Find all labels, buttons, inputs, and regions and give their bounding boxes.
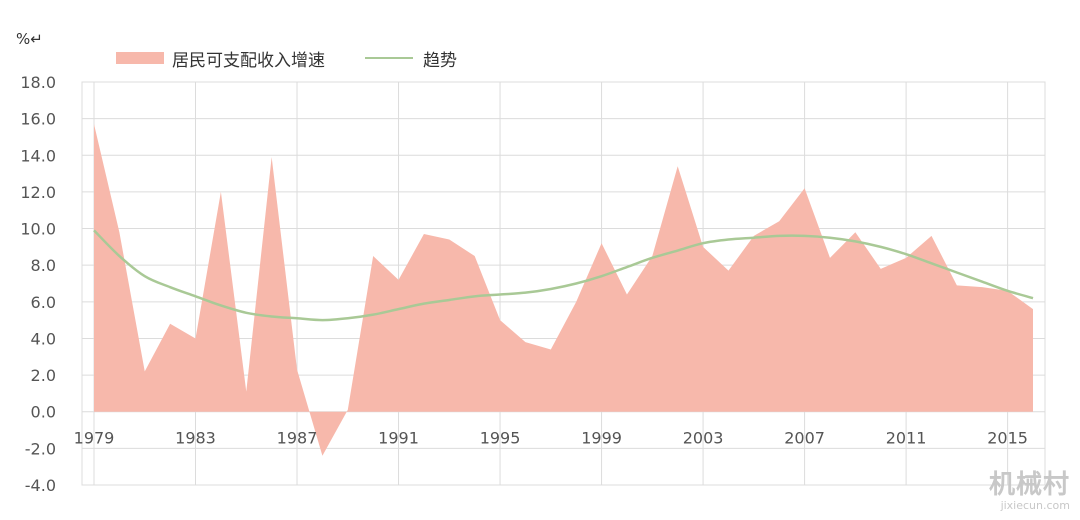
x-tick-label: 1983 xyxy=(175,429,216,448)
trend-line-series xyxy=(93,229,1034,322)
y-tick-label: 0.0 xyxy=(31,403,56,422)
y-tick-label: 16.0 xyxy=(20,110,56,129)
income-growth-area-series xyxy=(94,124,1033,456)
plot-frame xyxy=(81,81,1046,486)
legend-item-trend: 趋势 xyxy=(423,50,457,71)
income-growth-area xyxy=(94,124,1033,456)
x-tick-label: 2011 xyxy=(886,429,927,448)
x-tick-label: 1987 xyxy=(277,429,318,448)
legend-line-swatch xyxy=(365,57,413,59)
y-tick-label: 6.0 xyxy=(31,293,56,312)
x-tick-label: 1979 xyxy=(74,429,115,448)
y-tick-label: 12.0 xyxy=(20,183,56,202)
x-tick-label: 2003 xyxy=(683,429,724,448)
y-tick-label: 18.0 xyxy=(20,73,56,92)
legend-item-income-growth: 居民可支配收入增速 xyxy=(172,50,325,71)
y-tick-label: -4.0 xyxy=(25,476,56,495)
y-tick-label: 10.0 xyxy=(20,220,56,239)
watermark-logo-text: 机械村 xyxy=(988,470,1070,500)
x-tick-label: 1991 xyxy=(378,429,419,448)
y-axis-unit-label: %↵ xyxy=(16,30,43,48)
watermark: 机械村 jixiecun.com xyxy=(989,464,1070,512)
y-tick-label: 8.0 xyxy=(31,256,56,275)
y-axis-tick-labels: 18.0 16.0 14.0 12.0 10.0 8.0 6.0 4.0 2.0 0.0 -2.0 -… xyxy=(20,73,56,495)
x-axis-tick-labels: 1979 1983 1987 1991 1995 1999 2003 2007 2011 2015 xyxy=(74,429,1028,448)
legend: 居民可支配收入增速 趋势 xyxy=(116,46,457,71)
y-tick-label: -2.0 xyxy=(25,439,56,458)
y-tick-label: 14.0 xyxy=(20,146,56,165)
y-tick-label: 2.0 xyxy=(31,366,56,385)
x-tick-label: 1999 xyxy=(581,429,622,448)
x-tick-label: 1995 xyxy=(480,429,521,448)
y-tick-label: 4.0 xyxy=(31,329,56,348)
x-tick-label: 2015 xyxy=(987,429,1028,448)
trend-line xyxy=(93,229,1034,322)
legend-area-swatch xyxy=(116,52,164,64)
watermark-url: jixiecun.com xyxy=(1000,499,1070,512)
x-tick-label: 2007 xyxy=(784,429,825,448)
